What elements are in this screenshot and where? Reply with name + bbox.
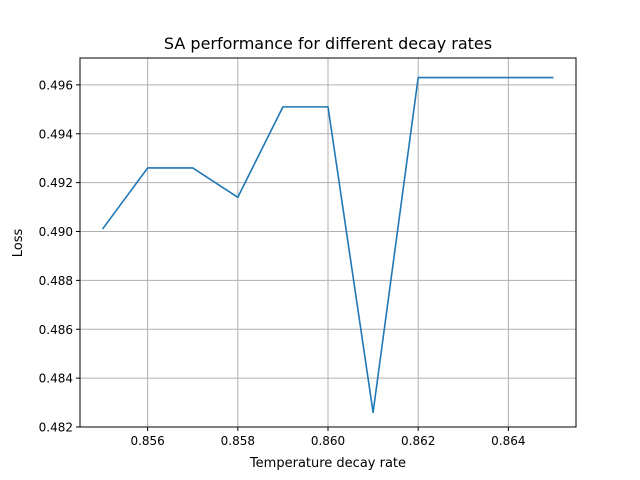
grid [80,58,576,428]
x-axis-ticks: 0.856 0.858 0.860 0.862 0.864 [130,427,526,448]
x-tick-label: 0.864 [491,434,525,448]
x-tick-label: 0.860 [311,434,345,448]
y-tick-label: 0.486 [39,323,73,337]
y-tick-label: 0.490 [39,225,73,239]
series-layer [101,76,554,414]
y-tick-label: 0.482 [39,421,73,435]
y-tick-label: 0.488 [39,274,73,288]
y-tick-label: 0.484 [39,372,73,386]
x-tick-label: 0.856 [130,434,164,448]
chart-title: SA performance for different decay rates [164,34,492,53]
x-axis-label: Temperature decay rate [249,456,406,471]
y-axis-ticks: 0.482 0.484 0.486 0.488 0.490 0.492 0.494 0.496 [39,78,80,435]
y-tick-label: 0.492 [39,176,73,190]
y-axis-label: Loss [11,229,26,258]
y-tick-label: 0.494 [39,127,73,141]
x-tick-label: 0.858 [221,434,255,448]
series-line [101,76,554,414]
x-tick-label: 0.862 [401,434,435,448]
y-tick-label: 0.496 [39,78,73,92]
